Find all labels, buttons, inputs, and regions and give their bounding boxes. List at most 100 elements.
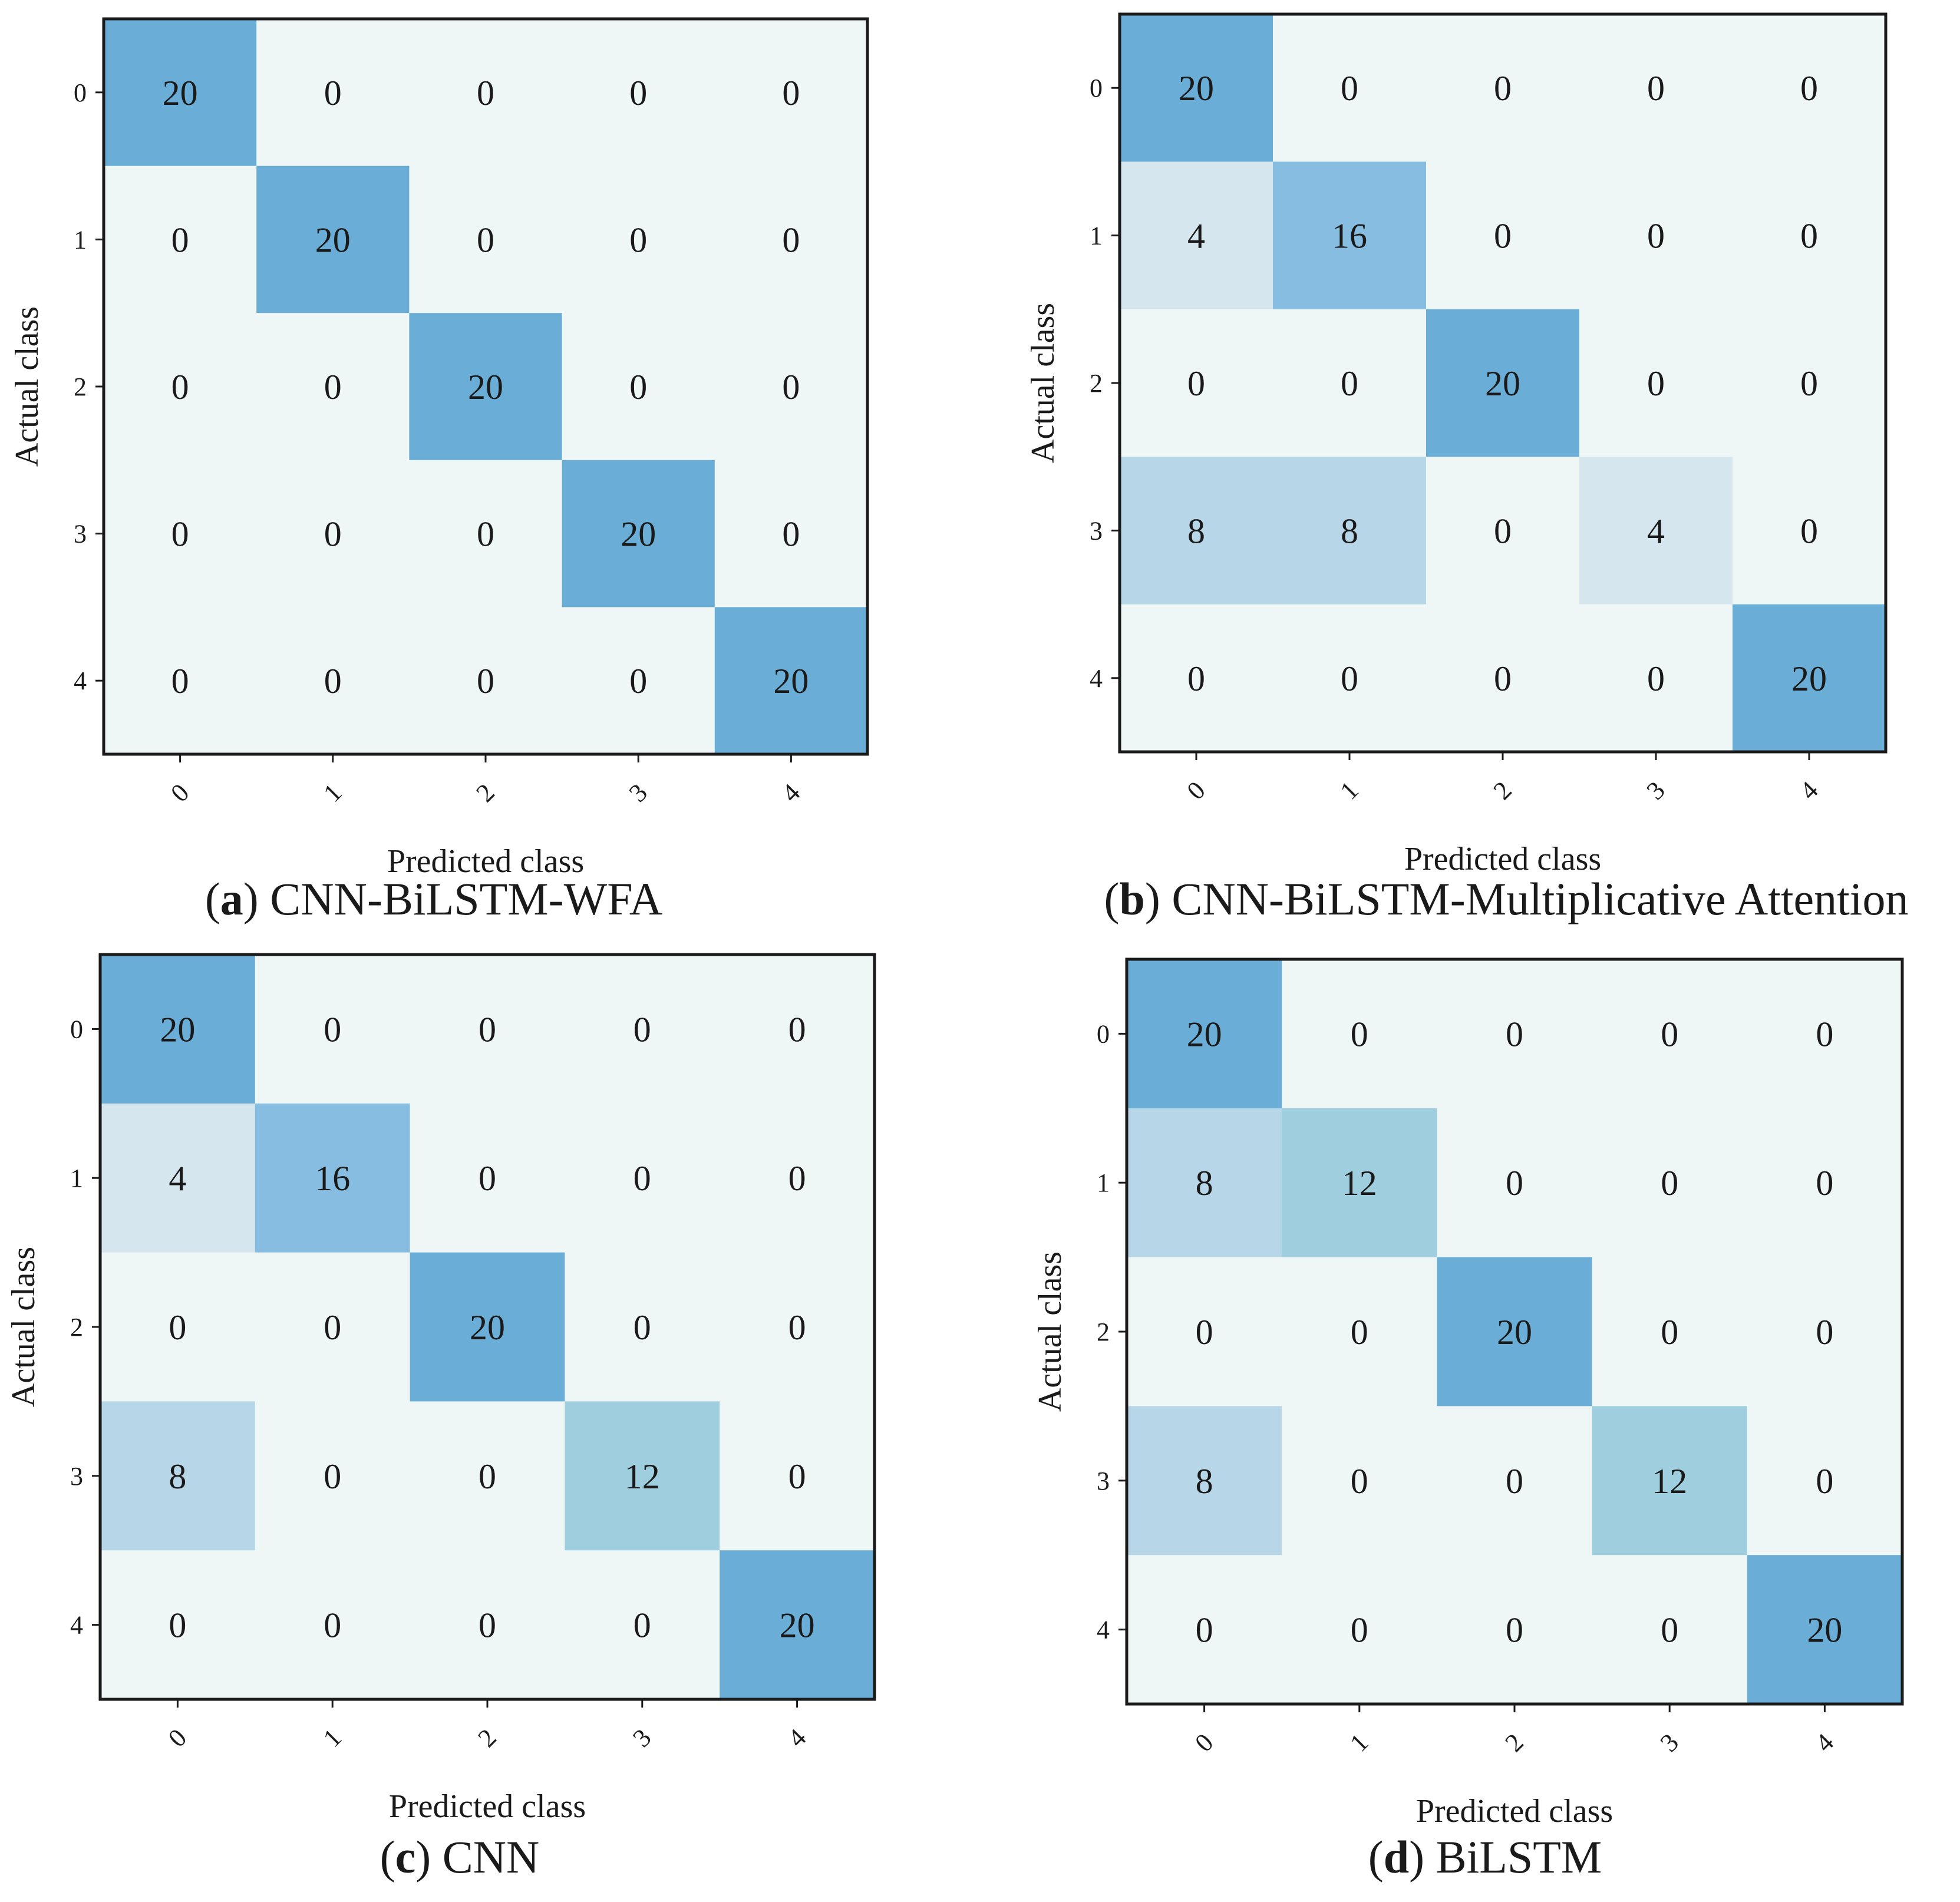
- matrix-cell: [256, 313, 410, 461]
- caption-close-paren: ): [1409, 1831, 1436, 1883]
- caption-title: CNN: [443, 1831, 540, 1883]
- cell-value-label: 0: [1506, 1164, 1523, 1203]
- y-axis-title: Actual class: [5, 1247, 42, 1407]
- matrix-cell: [255, 955, 411, 1104]
- matrix-cell: [1127, 1257, 1282, 1406]
- cell-value-label: 0: [1494, 659, 1512, 698]
- cell-value-label: 0: [1196, 1611, 1213, 1650]
- cell-value-label: 0: [788, 1457, 806, 1496]
- matrix-cell: [100, 955, 256, 1104]
- caption-open-paren: (: [1104, 873, 1120, 924]
- cell-value-label: 0: [1506, 1611, 1523, 1650]
- matrix-cell: [100, 1550, 256, 1700]
- cell-value-label: 0: [1506, 1015, 1523, 1054]
- x-tick-label: 3: [1641, 776, 1671, 805]
- matrix-cell: [1747, 1555, 1903, 1705]
- cell-value-label: 0: [1494, 69, 1512, 108]
- matrix-cell: [1733, 604, 1886, 752]
- cell-value-label: 8: [1196, 1462, 1213, 1501]
- matrix-cell: [1426, 14, 1580, 162]
- matrix-cell: [1273, 14, 1427, 162]
- cell-value-label: 0: [324, 368, 342, 407]
- cell-value-label: 12: [1652, 1462, 1687, 1501]
- matrix-cell: [1579, 161, 1733, 310]
- x-tick-label: 1: [318, 778, 347, 808]
- matrix-cell: [409, 313, 563, 461]
- y-axis-title: Actual class: [1032, 1252, 1068, 1412]
- cell-value-label: 8: [1341, 511, 1358, 550]
- cell-value-label: 0: [788, 1159, 806, 1198]
- x-tick-label: 4: [1810, 1728, 1839, 1758]
- cell-value-label: 0: [633, 1606, 651, 1645]
- matrix-cell: [1592, 1108, 1748, 1258]
- matrix-cell: [410, 1252, 565, 1402]
- cell-value-label: 0: [782, 368, 800, 407]
- matrix-cell: [410, 1401, 565, 1551]
- caption-letter: d: [1384, 1831, 1409, 1883]
- caption-letter: a: [220, 873, 243, 924]
- x-tick-label: 0: [163, 1723, 192, 1753]
- matrix-cell: [1747, 1406, 1903, 1556]
- y-tick-label: 2: [70, 1313, 83, 1342]
- cell-value-label: 0: [1351, 1611, 1368, 1650]
- cell-value-label: 0: [1647, 659, 1665, 698]
- y-tick-label: 0: [1090, 74, 1103, 103]
- cell-value-label: 16: [1332, 217, 1367, 256]
- cell-value-label: 0: [477, 74, 494, 113]
- matrix-cell: [1733, 161, 1886, 310]
- cell-value-label: 20: [1187, 1015, 1222, 1054]
- matrix-cell: [1579, 457, 1733, 605]
- cell-value-label: 0: [1351, 1313, 1368, 1352]
- x-axis-title: Predicted class: [387, 843, 584, 880]
- matrix-cell: [720, 1550, 875, 1700]
- matrix-cell: [409, 460, 563, 607]
- x-axis-title: Predicted class: [1416, 1793, 1613, 1830]
- matrix-cell: [256, 166, 410, 313]
- matrix-cell: [1733, 457, 1886, 605]
- caption-close-paren: ): [243, 873, 270, 924]
- x-tick-label: 1: [1335, 776, 1364, 805]
- matrix-cell: [1282, 1108, 1437, 1258]
- matrix-cell: [714, 166, 868, 313]
- matrix-cell: [1282, 959, 1437, 1109]
- matrix-cell: [409, 19, 563, 167]
- matrix-cell: [255, 1550, 411, 1700]
- cell-value-label: 8: [1196, 1164, 1213, 1203]
- x-tick-label: 3: [627, 1723, 656, 1753]
- matrix-cell: [714, 460, 868, 607]
- matrix-cell: [256, 607, 410, 755]
- cell-value-label: 0: [324, 74, 342, 113]
- cell-value-label: 0: [782, 74, 800, 113]
- matrix-cell: [1592, 1406, 1748, 1556]
- cell-value-label: 0: [633, 1159, 651, 1198]
- matrix-cell: [1273, 309, 1427, 457]
- matrix-cell: [720, 1103, 875, 1253]
- matrix-cell: [255, 1401, 411, 1551]
- cell-value-label: 0: [1800, 217, 1818, 256]
- x-tick-label: 1: [1344, 1728, 1374, 1758]
- y-tick-label: 1: [74, 225, 87, 254]
- cell-value-label: 0: [171, 662, 189, 701]
- cell-value-label: 20: [1179, 69, 1214, 108]
- matrix-cell: [256, 19, 410, 167]
- cell-value-label: 16: [315, 1159, 350, 1198]
- matrix-cell: [104, 313, 257, 461]
- cell-value-label: 12: [1342, 1164, 1377, 1203]
- cell-value-label: 0: [171, 368, 189, 407]
- matrix-cell: [1120, 604, 1273, 752]
- caption-title: BiLSTM: [1436, 1831, 1602, 1883]
- matrix-cell: [1747, 1108, 1903, 1258]
- cell-value-label: 0: [629, 74, 647, 113]
- matrix-cell: [562, 19, 715, 167]
- x-tick-label: 2: [473, 1723, 502, 1753]
- cell-value-label: 0: [169, 1606, 186, 1645]
- cell-value-label: 20: [1497, 1313, 1532, 1352]
- matrix-cell: [1592, 959, 1748, 1109]
- cell-value-label: 0: [1661, 1611, 1678, 1650]
- cell-value-label: 20: [1791, 659, 1827, 698]
- cell-value-label: 20: [160, 1010, 195, 1049]
- matrix-cell: [562, 166, 715, 313]
- matrix-cell: [720, 1252, 875, 1402]
- cell-value-label: 0: [1816, 1164, 1833, 1203]
